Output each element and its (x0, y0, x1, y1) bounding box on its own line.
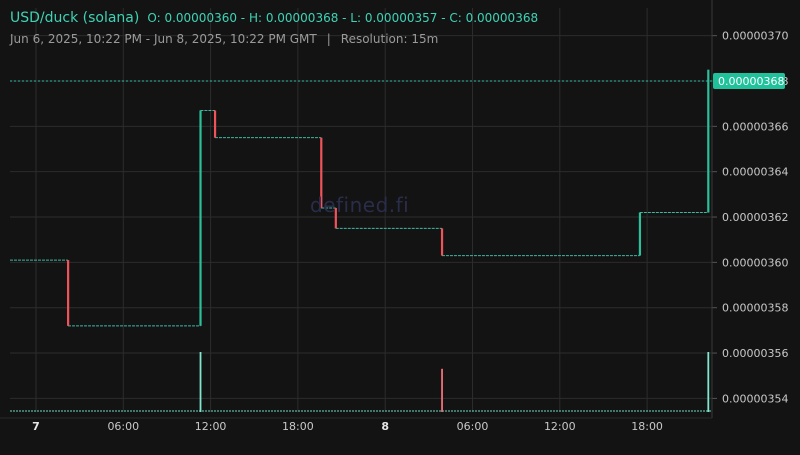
time-axis-label: 12:00 (544, 420, 576, 433)
candle-body[interactable] (440, 228, 444, 256)
candle-body[interactable] (213, 110, 217, 138)
price-axis-label: 0.00000358 (722, 302, 788, 315)
watermark: defined.fi (310, 193, 410, 217)
price-axis-label: 0.00000370 (722, 30, 788, 43)
price-axis-label: 0.00000356 (722, 347, 788, 360)
separator: | (326, 32, 331, 46)
candle-body[interactable] (707, 69, 710, 213)
current-price-tag (713, 73, 785, 90)
candle-body[interactable] (199, 110, 202, 326)
resolution-label: Resolution: 15m (340, 32, 439, 46)
time-axis-label: 12:00 (195, 420, 227, 433)
chart-header: USD/duck (solana) O: 0.00000360 - H: 0.0… (10, 10, 538, 46)
time-axis-label: 06:00 (107, 420, 139, 433)
candle-body[interactable] (67, 260, 70, 326)
volume-bar (199, 352, 202, 412)
current-price-tag-text: 0.00000368 (718, 75, 784, 88)
price-axis-label: 0.00000362 (722, 211, 788, 224)
candle-body[interactable] (320, 137, 323, 208)
date-range: Jun 6, 2025, 10:22 PM - Jun 8, 2025, 10:… (10, 32, 317, 46)
price-axis-label: 0.00000366 (722, 120, 788, 133)
candle-body[interactable] (334, 207, 337, 229)
time-axis-label: 06:00 (457, 420, 489, 433)
time-axis-label: 18:00 (631, 420, 663, 433)
volume-bar (441, 368, 443, 412)
price-axis-label: 0.00000360 (722, 256, 788, 269)
pair-title: USD/duck (solana) (10, 10, 140, 26)
candle-body[interactable] (638, 212, 642, 256)
volume-bar (707, 352, 710, 412)
time-axis-label: 18:00 (282, 420, 314, 433)
time-axis-label: 7 (32, 420, 40, 433)
price-axis-label: 0.00000364 (722, 166, 788, 179)
price-axis-label: 0.00000354 (722, 392, 788, 405)
title-line: USD/duck (solana) O: 0.00000360 - H: 0.0… (10, 10, 538, 26)
range-line: Jun 6, 2025, 10:22 PM - Jun 8, 2025, 10:… (10, 32, 538, 46)
ohlc-readout: O: 0.00000360 - H: 0.00000368 - L: 0.000… (147, 11, 539, 25)
time-axis-label: 8 (381, 420, 389, 433)
